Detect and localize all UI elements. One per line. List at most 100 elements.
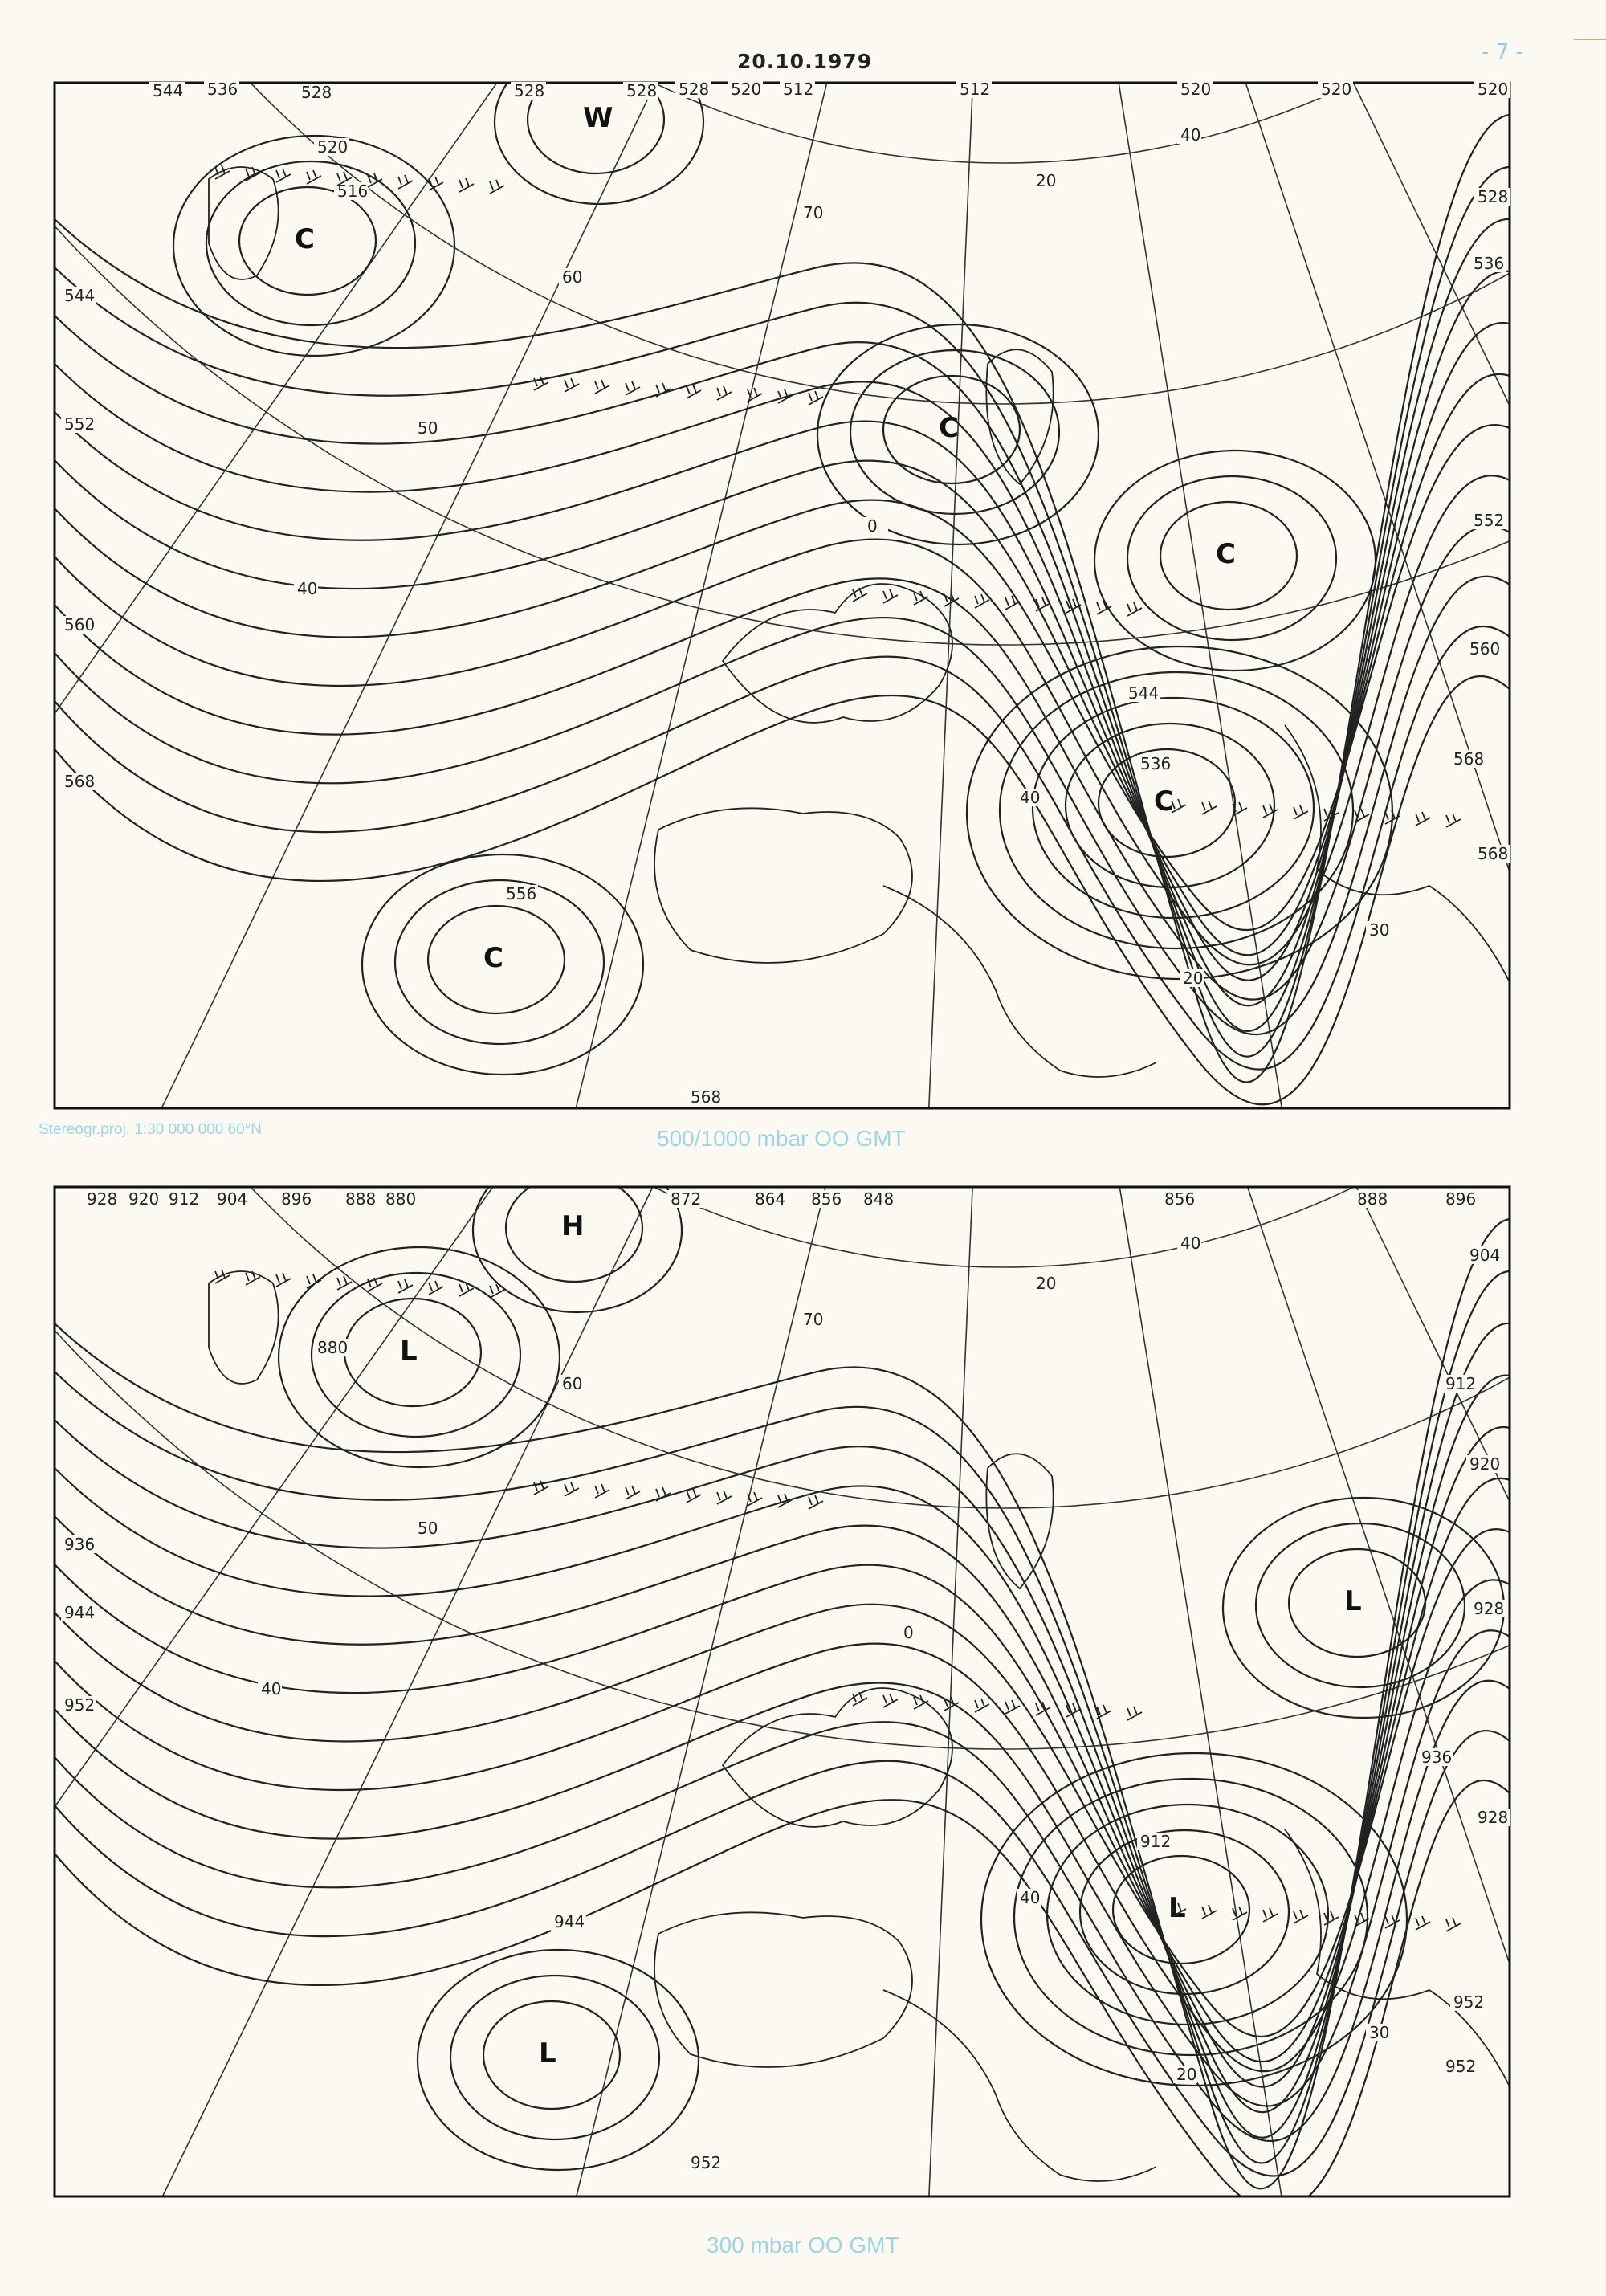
contour-label: 520 bbox=[1180, 80, 1211, 99]
closed-isoline bbox=[361, 853, 645, 1076]
contour-label: 544 bbox=[1128, 683, 1159, 703]
contour-label: 568 bbox=[691, 1087, 721, 1107]
wind-barb-icon bbox=[245, 166, 261, 181]
wind-barb-icon bbox=[1201, 1904, 1217, 1919]
closed-isoline bbox=[310, 1271, 522, 1438]
coastline bbox=[721, 1687, 953, 1828]
closed-isoline bbox=[998, 671, 1355, 950]
wind-barb-icon bbox=[428, 1280, 444, 1295]
latitude-label: 60 bbox=[562, 267, 582, 287]
contour-label: 544 bbox=[64, 286, 95, 305]
wind-barb-icon bbox=[245, 1270, 261, 1286]
wind-barb-icon bbox=[1171, 1902, 1187, 1918]
contour-label: 560 bbox=[64, 615, 95, 634]
wind-barb-icon bbox=[882, 589, 899, 604]
page-number: - 7 - bbox=[1482, 40, 1523, 64]
wind-barb-icon bbox=[747, 1491, 763, 1507]
coastline bbox=[1284, 724, 1510, 983]
wind-barb-icon bbox=[747, 387, 763, 402]
contour-label: 912 bbox=[1140, 1832, 1171, 1851]
wind-barb-icon bbox=[913, 590, 929, 606]
closed-isoline bbox=[1111, 1854, 1251, 1965]
closed-isoline bbox=[205, 160, 417, 327]
wind-barb-icon bbox=[913, 1694, 929, 1710]
latitude-label: 50 bbox=[418, 1519, 438, 1538]
wind-barb-icon bbox=[852, 1691, 868, 1707]
wind-barb-icon bbox=[367, 173, 383, 188]
isoline bbox=[55, 218, 1510, 1032]
closed-isoline bbox=[526, 83, 666, 175]
closed-isoline bbox=[482, 2000, 622, 2110]
wind-barb-icon bbox=[974, 593, 990, 609]
contour-label: 520 bbox=[1321, 80, 1351, 99]
isoline bbox=[55, 1477, 1510, 2063]
latitude-label: 40 bbox=[1020, 1888, 1040, 1907]
coastline bbox=[208, 166, 279, 280]
wind-barb-icon bbox=[1066, 1703, 1082, 1718]
meridian-line bbox=[575, 83, 828, 1108]
map-caption-500-1000: 500/1000 mbar OO GMT bbox=[657, 1126, 906, 1151]
wind-barb-icon bbox=[489, 179, 505, 194]
closed-isoline bbox=[1254, 1522, 1466, 1689]
latitude-label: 0 bbox=[903, 1623, 914, 1642]
wind-barb-icon bbox=[852, 587, 868, 602]
latitude-label: 30 bbox=[1369, 920, 1389, 940]
contour-label: 864 bbox=[755, 1189, 785, 1209]
isoline bbox=[55, 424, 1510, 931]
pressure-center-label: H bbox=[561, 1210, 584, 1242]
wind-barb-icon bbox=[1127, 602, 1143, 617]
isoline bbox=[55, 1270, 1510, 2164]
projection-note: Stereogr.proj. 1:30 000 000 60°N bbox=[39, 1121, 263, 1138]
wind-barb-icon bbox=[1066, 598, 1082, 614]
closed-isoline bbox=[1159, 500, 1298, 611]
latitude-label: 0 bbox=[867, 516, 878, 536]
wind-barb-icon bbox=[1035, 597, 1051, 612]
isoline bbox=[55, 575, 1510, 1036]
isoline bbox=[55, 1579, 1510, 2073]
meridian-line bbox=[55, 1187, 494, 1809]
contour-label: 568 bbox=[64, 772, 95, 791]
wind-barb-icon bbox=[275, 168, 291, 183]
closed-isoline bbox=[277, 1246, 561, 1469]
contour-label: 856 bbox=[811, 1189, 842, 1209]
closed-isoline bbox=[1046, 1803, 1330, 2026]
coastline bbox=[985, 1453, 1054, 1590]
map-500-1000mbar: W C C C C C 544 536 528 528 520 516 528 528 520 512 512 5… bbox=[53, 80, 1511, 1110]
contour-label: 848 bbox=[863, 1189, 894, 1209]
wind-barb-icon bbox=[1262, 803, 1278, 818]
contour-label: 920 bbox=[128, 1189, 159, 1209]
closed-isoline bbox=[1093, 449, 1377, 672]
wind-barb-icon bbox=[808, 1495, 824, 1510]
contour-label: 516 bbox=[337, 181, 368, 201]
contour-label: 952 bbox=[691, 2153, 721, 2172]
wind-barb-icon bbox=[1415, 1915, 1431, 1931]
wind-barb-icon bbox=[716, 385, 732, 401]
contour-label: 556 bbox=[506, 884, 536, 903]
wind-barb-icon bbox=[777, 389, 793, 404]
pressure-center-label: L bbox=[1344, 1585, 1362, 1617]
isoline bbox=[55, 1528, 1510, 2037]
pressure-center-label: C bbox=[295, 223, 315, 255]
latitude-label: 40 bbox=[297, 579, 317, 598]
contour-label: 552 bbox=[64, 414, 95, 434]
contour-label: 536 bbox=[1140, 754, 1171, 773]
wind-barb-icon bbox=[1354, 808, 1370, 823]
wind-barb-icon bbox=[594, 379, 610, 394]
wind-barb-icon bbox=[655, 1486, 671, 1502]
contour-label: 536 bbox=[207, 80, 238, 99]
contour-label: 528 bbox=[679, 80, 709, 99]
closed-isoline bbox=[426, 904, 566, 1015]
latitude-label: 40 bbox=[1180, 125, 1200, 145]
wind-barb-icon bbox=[533, 1480, 549, 1495]
wind-barb-icon bbox=[1035, 1701, 1051, 1716]
contour-label: 512 bbox=[960, 80, 990, 99]
latitude-circle bbox=[652, 1187, 1355, 1268]
coastline bbox=[882, 1989, 1157, 2182]
coastline bbox=[721, 583, 953, 724]
closed-isoline bbox=[1287, 1548, 1427, 1658]
wind-barb-icon bbox=[1384, 1914, 1400, 1929]
wind-barb-icon bbox=[655, 382, 671, 398]
wind-barb-icon bbox=[564, 1482, 580, 1497]
wind-barb-icon bbox=[1201, 800, 1217, 815]
map-300mbar: H L L L L 928 920 912 904 896 888 880 872 864 856 848 88… bbox=[53, 1185, 1511, 2198]
